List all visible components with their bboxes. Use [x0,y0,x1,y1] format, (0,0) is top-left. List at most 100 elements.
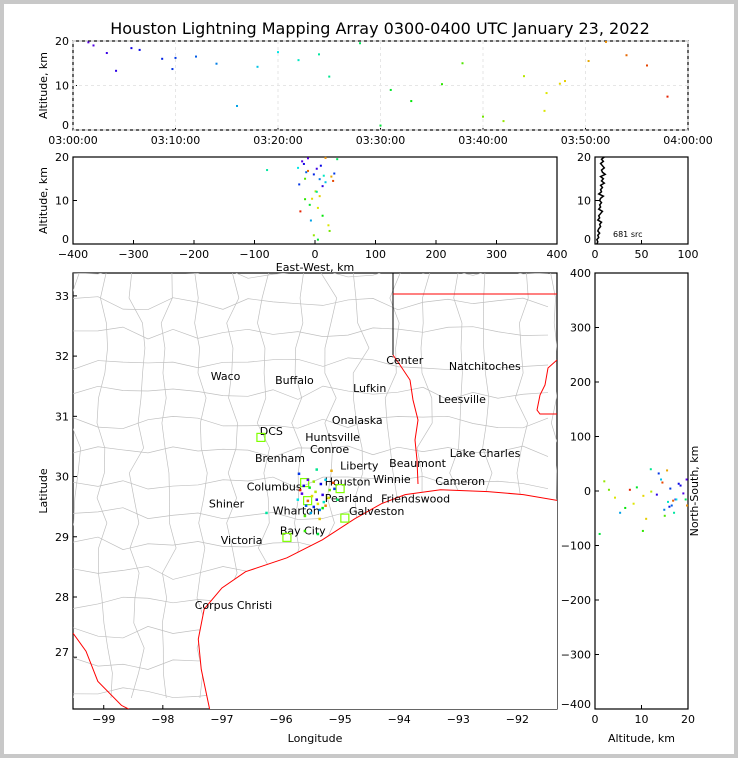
map-source [298,488,302,492]
map-source [310,494,314,498]
x-tick-label: 03:40:00 [458,134,507,147]
y-tick-label: −300 [561,649,591,662]
map-source [336,498,339,501]
ew-altitude-source [306,169,309,172]
international-border [73,632,130,709]
time-altitude-source [256,65,259,68]
lma-station-marker [256,432,266,443]
place-label: Brenham [255,452,305,465]
time-altitude-source [195,55,197,58]
place-label: Lake Charles [450,447,521,460]
ew-altitude-source [302,162,305,165]
ns-altitude-source [686,504,689,507]
ew-altitude-source [298,183,301,186]
x-tick-label: 0 [592,713,599,726]
place-label: Natchitoches [449,360,521,373]
ns-altitude-source [666,469,669,472]
place-label: Beaumont [389,457,446,470]
ew-altitude-source [316,206,319,209]
ew-altitude-source [315,167,318,170]
time-altitude-source [666,95,669,98]
source-count-annotation: 681 src [613,230,643,239]
ew-altitude-source [324,181,327,184]
county-boundary [73,326,549,340]
time-altitude-source [389,88,392,91]
x-tick-label: −95 [329,713,352,726]
time-altitude-source [558,82,561,85]
ns-altitude-source [603,480,606,483]
panel-frame-altitude-north-south [594,272,689,710]
x-tick-label: −200 [179,248,209,261]
map-source [316,532,320,536]
y-tick-label: 20 [577,151,591,164]
time-altitude-source [297,59,300,62]
time-altitude-source [410,100,413,103]
ns-altitude-source [624,506,627,509]
y-axis-label: Altitude, km [37,167,50,234]
x-tick-label: −93 [447,713,470,726]
x-tick-label: −94 [388,713,411,726]
map-source [315,468,318,471]
map-source [322,500,326,504]
ns-altitude-source [645,517,648,520]
ew-altitude-source [336,158,339,161]
ew-altitude-source [305,171,308,174]
x-tick-label: 04:00:00 [663,134,712,147]
place-label: Buffalo [275,374,314,387]
map-source [321,506,324,510]
x-axis-label: East-West, km [276,261,354,274]
y-axis-label: Altitude, km [37,52,50,119]
county-boundary [73,357,549,370]
ew-altitude-source [332,179,335,182]
place-label: Galveston [349,505,404,518]
x-tick-label: −300 [118,248,148,261]
y-tick-label: 10 [55,195,69,208]
ew-altitude-source [308,203,311,206]
ns-altitude-source [635,486,638,489]
place-label: Huntsville [305,431,360,444]
ns-altitude-source [613,496,616,499]
x-tick-label: −99 [92,713,115,726]
map-source [324,504,327,507]
time-altitude-source [461,62,464,65]
place-label: Wharton [273,504,320,517]
panel-frame-east-west-altitude [72,156,558,245]
ns-altitude-source [663,514,666,517]
x-tick-label: −98 [151,713,174,726]
map-source [318,508,321,512]
map-source [319,482,323,486]
ew-altitude-source [333,172,336,175]
ns-altitude-source [668,505,671,508]
x-tick-label: −96 [269,713,292,726]
ew-altitude-source [312,173,315,176]
place-label: Onalaska [332,414,383,427]
map-source [308,486,311,489]
y-tick-label: −200 [561,594,591,607]
time-altitude-source [138,48,141,51]
ns-altitude-source [632,502,635,505]
x-tick-label: 10 [635,713,649,726]
map-source [296,498,300,501]
ns-altitude-source [677,482,680,485]
place-label: Conroe [310,443,349,456]
ns-altitude-source [642,494,645,497]
time-altitude-source [92,44,95,47]
ns-altitude-source [669,487,672,490]
place-label: Corpus Christi [195,599,272,612]
time-altitude-source [318,53,320,56]
map-source [321,493,324,497]
y-tick-label: 0 [62,233,69,246]
x-tick-label: 03:50:00 [561,134,610,147]
map-source [309,511,313,515]
x-tick-label: 03:20:00 [253,134,302,147]
time-altitude-source [482,115,484,118]
ns-altitude-source [685,478,688,481]
ew-altitude-source [319,164,322,167]
ns-altitude-source [657,472,660,475]
ns-altitude-source [649,468,652,471]
ns-altitude-source [682,492,685,495]
county-boundary [128,273,146,699]
map-source [315,498,318,501]
y-tick-label: 28 [55,591,69,604]
